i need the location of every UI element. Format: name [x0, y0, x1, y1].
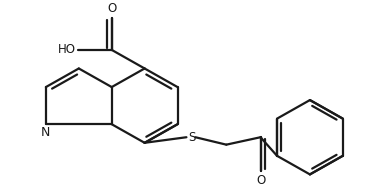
Text: O: O — [107, 2, 116, 15]
Text: HO: HO — [58, 43, 76, 56]
Text: S: S — [188, 131, 196, 144]
Text: O: O — [256, 174, 265, 187]
Text: N: N — [41, 126, 51, 139]
